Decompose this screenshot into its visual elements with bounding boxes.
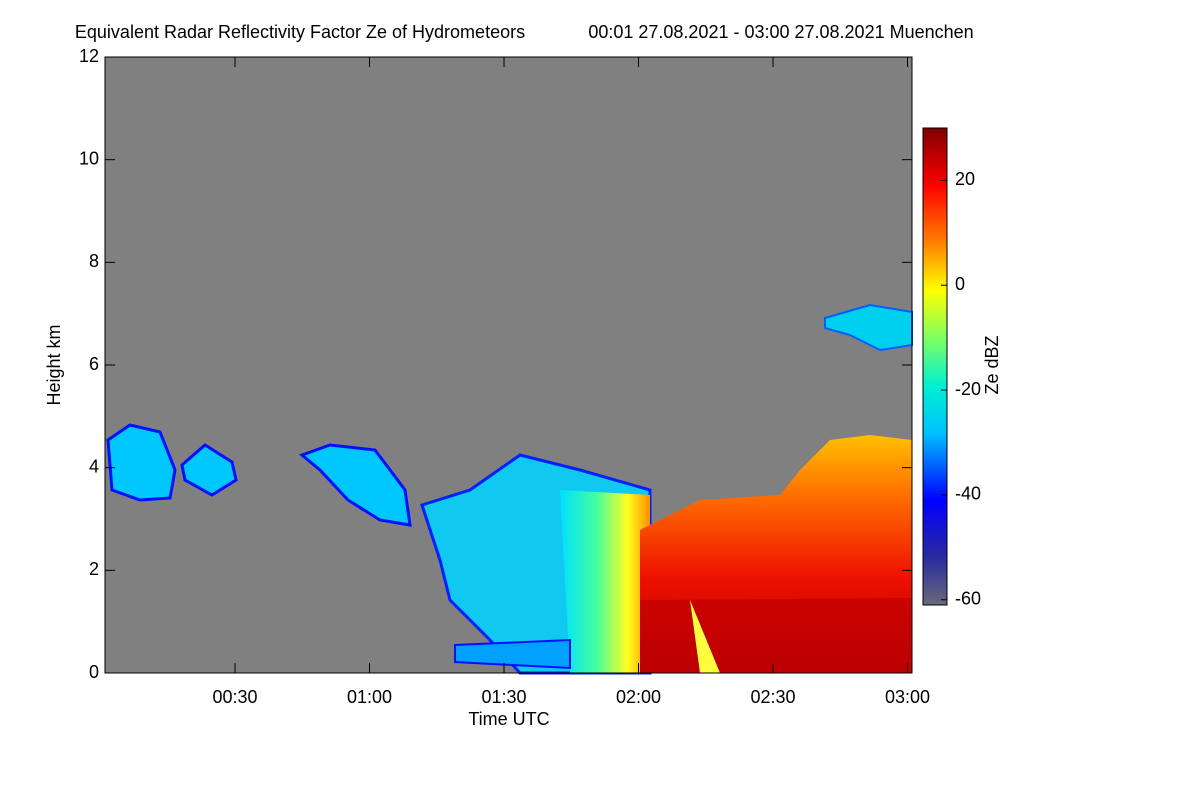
colorbar <box>922 127 948 606</box>
y-tick-label: 2 <box>89 559 99 579</box>
y-tick-label: 0 <box>89 662 99 682</box>
colorbar-tick-label: 20 <box>955 169 975 189</box>
y-axis-label: Height km <box>44 324 64 405</box>
x-tick-label: 01:30 <box>481 687 526 707</box>
y-tick-label: 12 <box>79 46 99 66</box>
colorbar-tick-label: -40 <box>955 484 981 504</box>
colorbar-tick-label: -20 <box>955 379 981 399</box>
y-tick-label: 8 <box>89 251 99 271</box>
x-tick-label: 02:30 <box>750 687 795 707</box>
chart-subtitle: 00:01 27.08.2021 - 03:00 27.08.2021 Muen… <box>588 22 973 42</box>
y-tick-label: 4 <box>89 456 99 476</box>
x-tick-label: 00:30 <box>212 687 257 707</box>
x-axis-label: Time UTC <box>468 709 549 729</box>
y-tick-label: 6 <box>89 354 99 374</box>
x-tick-label: 03:00 <box>885 687 930 707</box>
colorbar-tick-label: 0 <box>955 274 965 294</box>
y-tick-label: 10 <box>79 148 99 168</box>
chart-title: Equivalent Radar Reflectivity Factor Ze … <box>75 22 525 42</box>
x-tick-label: 01:00 <box>347 687 392 707</box>
radar-field <box>105 57 913 675</box>
colorbar-label: Ze dBZ <box>982 335 1002 394</box>
colorbar-tick-label: -60 <box>955 589 981 609</box>
x-tick-label: 02:00 <box>616 687 661 707</box>
